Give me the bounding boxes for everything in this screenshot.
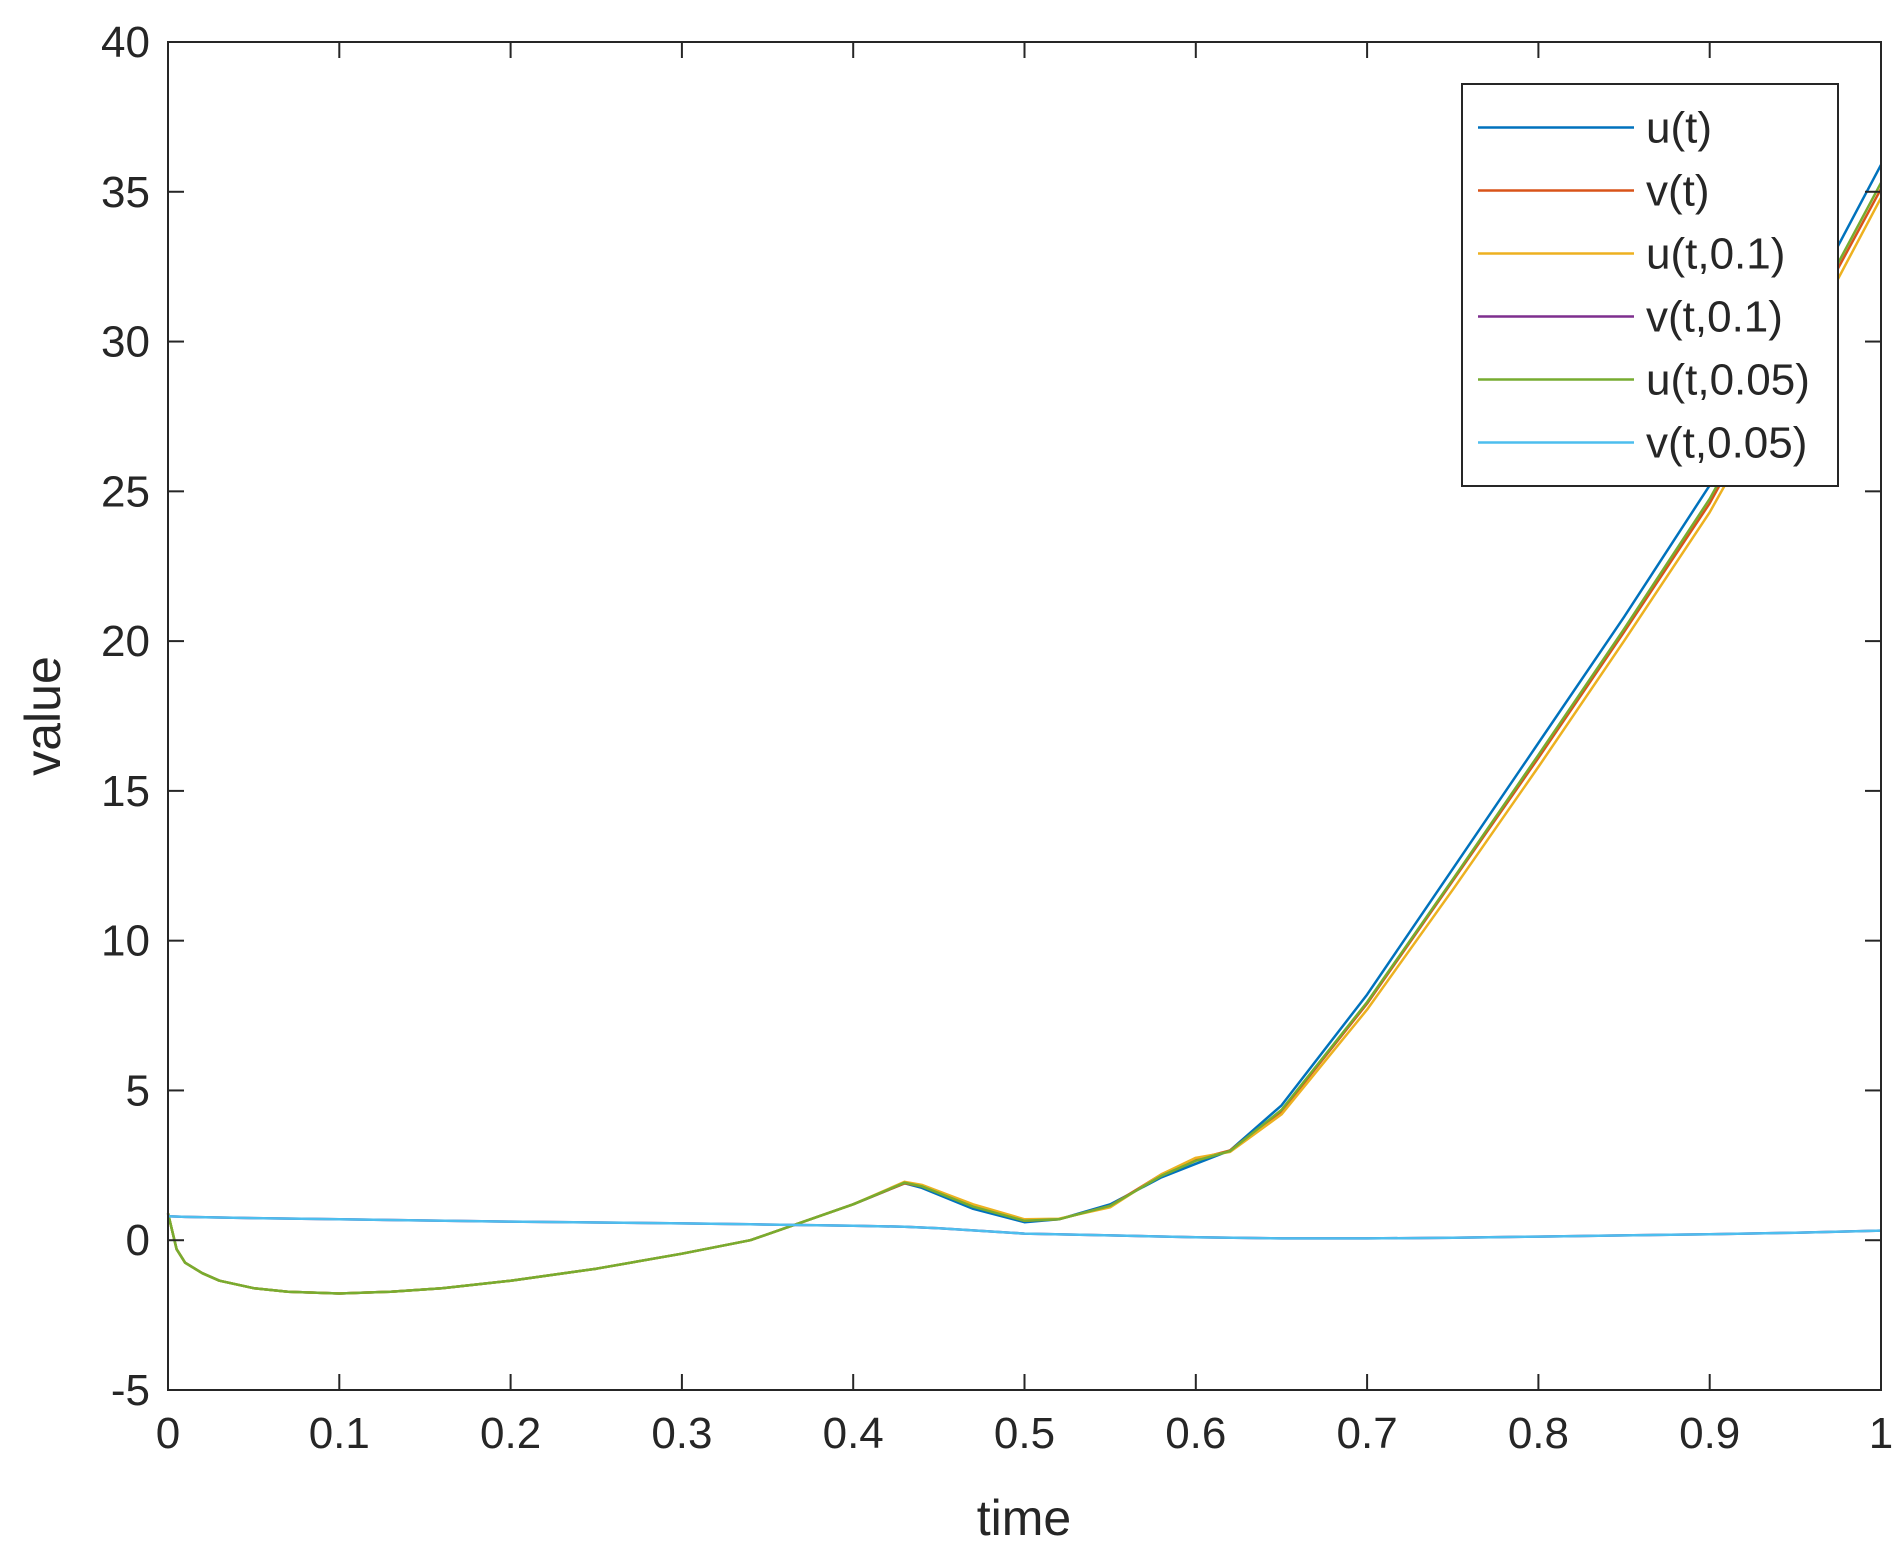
series-lines: [166, 164, 1883, 1295]
y-axis-label: value: [15, 656, 71, 776]
x-tick-label: 1: [1869, 1409, 1893, 1458]
x-axis-ticks: 0 0.1 0.2 0.3 0.4 0.5 0.6 0.7 0.8 0.9 1: [156, 42, 1893, 1458]
legend-label: v(t,0.1): [1646, 293, 1783, 342]
legend-label: v(t): [1646, 167, 1710, 216]
x-tick-label: 0.3: [651, 1409, 712, 1458]
x-tick-label: 0.9: [1679, 1409, 1740, 1458]
y-tick-label: 15: [101, 767, 150, 816]
x-tick-label: 0.1: [309, 1409, 370, 1458]
y-tick-label: 30: [101, 318, 150, 367]
y-tick-label: 5: [126, 1066, 150, 1115]
x-tick-label: 0.5: [994, 1409, 1055, 1458]
y-tick-label: 25: [101, 467, 150, 516]
y-axis-ticks: -5 0 5 10 15 20 25 30 35 40: [101, 18, 1881, 1415]
series-line-4: [166, 182, 1883, 1295]
x-tick-label: 0.6: [1165, 1409, 1226, 1458]
y-tick-label: 0: [126, 1216, 150, 1265]
x-tick-label: 0.2: [480, 1409, 541, 1458]
legend-label: u(t,0.1): [1646, 230, 1785, 279]
x-tick-label: 0.7: [1337, 1409, 1398, 1458]
legend-label: u(t): [1646, 104, 1712, 153]
x-tick-label: 0: [156, 1409, 180, 1458]
y-tick-label: -5: [111, 1366, 150, 1415]
x-axis-label: time: [977, 1490, 1071, 1546]
x-tick-label: 0.8: [1508, 1409, 1569, 1458]
legend-label: v(t,0.05): [1646, 419, 1807, 468]
series-line-5: [167, 1215, 1882, 1240]
legend: u(t) v(t) u(t,0.1) v(t,0.1) u(t,0.05) v(t,0.0…: [1461, 83, 1839, 487]
y-tick-label: 40: [101, 18, 150, 67]
legend-label: u(t,0.05): [1646, 356, 1810, 405]
y-tick-label: 35: [101, 168, 150, 217]
x-tick-label: 0.4: [823, 1409, 884, 1458]
y-tick-label: 20: [101, 617, 150, 666]
legend-box: [1461, 83, 1839, 487]
y-tick-label: 10: [101, 917, 150, 966]
